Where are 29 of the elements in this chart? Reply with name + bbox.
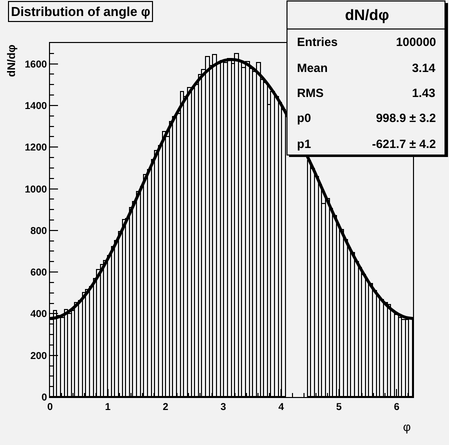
y-tick-label: 0 (41, 392, 48, 404)
x-axis-title: φ (403, 420, 411, 434)
annotation: 100000 (396, 35, 436, 49)
annotation: Entries (297, 35, 338, 49)
x-tick-label: 4 (278, 402, 284, 413)
text: dN/dφ (345, 7, 390, 24)
x-tick-label: 6 (394, 402, 400, 413)
y-tick-label: 200 (30, 350, 48, 362)
x-tick-label: 1 (104, 402, 111, 413)
x-tick-label: 3 (220, 402, 227, 413)
x-tick-label: 5 (336, 402, 342, 413)
y-tick-label: 600 (30, 268, 48, 279)
y-tick-label: 1200 (24, 142, 48, 154)
y-tick-label: 1000 (24, 184, 48, 196)
chart-title: Distribution of angle φ (11, 4, 150, 19)
y-tick-label: 1600 (24, 59, 48, 70)
annotation: Mean (297, 61, 328, 75)
y-tick-label: 800 (30, 226, 48, 237)
y-tick-label: 1400 (24, 100, 48, 112)
y-tick-label: 400 (30, 309, 48, 320)
annotation: p1 (297, 137, 312, 151)
y-axis-title: dN/dφ (6, 44, 18, 77)
annotation: 3.14 (412, 61, 436, 75)
annotation: 998.9 ± 3.2 (376, 111, 436, 125)
annotation: 1.43 (412, 86, 436, 100)
annotation: p0 (297, 111, 312, 125)
annotation: RMS (297, 86, 324, 100)
x-tick-label: 2 (162, 402, 169, 413)
annotation: -621.7 ± 4.2 (372, 137, 436, 151)
